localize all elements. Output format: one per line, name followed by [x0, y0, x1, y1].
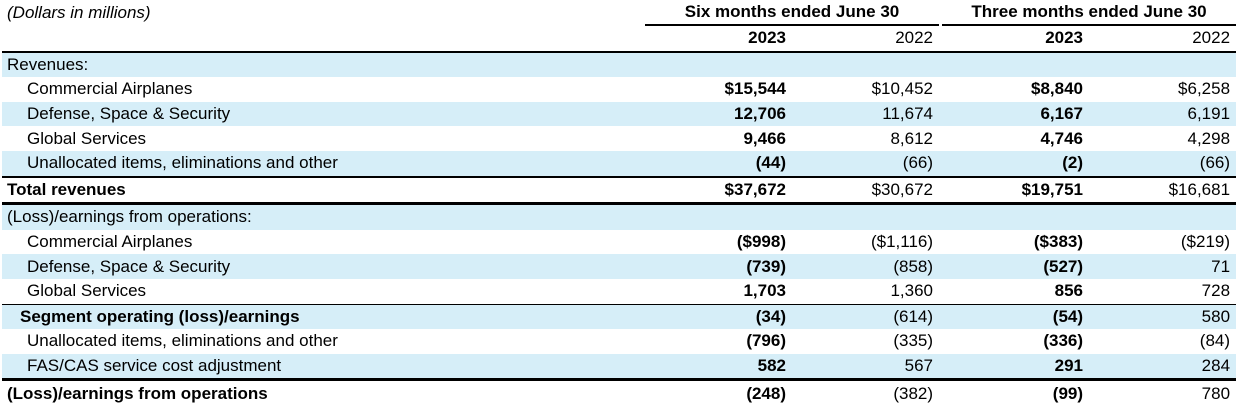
table-row: Commercial Airplanes ($998) ($1,116) ($3… — [2, 230, 1236, 255]
table-row: Unallocated items, eliminations and othe… — [2, 329, 1236, 354]
row-label: Unallocated items, eliminations and othe… — [2, 150, 645, 177]
cell-value: 1,703 — [743, 281, 786, 301]
cell-value: $30,672 — [792, 175, 940, 206]
cell-value: $16,681 — [1089, 175, 1236, 206]
cell-value: (614) — [792, 303, 940, 330]
cell-value: (44) — [645, 150, 792, 177]
cell-value: 291 — [942, 353, 1090, 382]
units-label: (Dollars in millions) — [7, 2, 151, 22]
year-header: 2023 — [942, 25, 1090, 53]
section-revenues: Revenues: — [2, 50, 1236, 78]
header-row-years: 2023 2022 2023 2022 — [2, 25, 1236, 53]
cell-value: (796) — [746, 331, 786, 351]
table-row: Defense, Space & Security (739) (858) (5… — [2, 254, 1236, 279]
cell-value: 6,191 — [1089, 101, 1236, 127]
cell-value: 780 — [1201, 383, 1231, 403]
cell-value: (99) — [1052, 383, 1084, 403]
cell-value: (84) — [1199, 331, 1231, 351]
row-label: Defense, Space & Security — [2, 254, 645, 279]
row-label: Defense, Space & Security — [2, 101, 645, 127]
cell-value: ($219) — [1180, 232, 1231, 252]
section-label: Revenues: — [2, 50, 645, 78]
cell-value: 9,466 — [743, 128, 786, 148]
cell-value: $19,751 — [942, 175, 1090, 206]
cell-value: 12,706 — [645, 101, 792, 127]
row-label: Global Services — [27, 128, 147, 148]
cell-value: $37,672 — [645, 175, 792, 206]
header-row-groups: (Dollars in millions) Six months ended J… — [2, 0, 1236, 26]
cell-value: 6,167 — [942, 101, 1090, 127]
three-months-header: Three months ended June 30 — [942, 0, 1236, 26]
cell-value: ($998) — [736, 232, 786, 252]
table-row: Global Services 1,703 1,360 856 728 — [2, 279, 1236, 304]
cell-value: $6,258 — [1178, 79, 1231, 99]
cell-value: (336) — [1043, 331, 1084, 351]
table-row: Global Services 9,466 8,612 4,746 4,298 — [2, 126, 1236, 151]
section-label: (Loss)/earnings from operations: — [2, 203, 645, 230]
cell-value: 284 — [1089, 353, 1236, 382]
cell-value: (248) — [746, 383, 786, 403]
cell-value: 1,360 — [890, 281, 934, 301]
cell-value: (382) — [893, 383, 934, 403]
row-label: Unallocated items, eliminations and othe… — [27, 331, 338, 351]
row-label: Commercial Airplanes — [27, 79, 193, 99]
cell-value: $10,452 — [871, 79, 934, 99]
cell-value: (739) — [645, 254, 792, 279]
year-header: 2022 — [1089, 25, 1236, 53]
cell-value: ($383) — [1033, 232, 1084, 252]
row-label: Commercial Airplanes — [27, 232, 193, 252]
cell-value: 8,612 — [890, 128, 934, 148]
cell-value: (34) — [645, 303, 792, 330]
cell-value: (54) — [942, 303, 1090, 330]
table-row: Commercial Airplanes $15,544 $10,452 $8,… — [2, 77, 1236, 102]
cell-value: 582 — [645, 353, 792, 382]
cell-value: (66) — [1089, 150, 1236, 177]
row-label: (Loss)/earnings from operations — [7, 383, 268, 403]
row-label: Global Services — [27, 281, 147, 301]
cell-value: 4,746 — [1040, 128, 1084, 148]
cell-value: (858) — [792, 254, 940, 279]
cell-value: $8,840 — [1031, 79, 1084, 99]
table-row: Defense, Space & Security 12,706 11,674 … — [2, 101, 1236, 127]
section-earnings: (Loss)/earnings from operations: — [2, 203, 1236, 230]
table-row: FAS/CAS service cost adjustment 582 567 … — [2, 353, 1236, 382]
cell-value: 728 — [1201, 281, 1231, 301]
cell-value: ($1,116) — [870, 232, 934, 252]
cell-value: 11,674 — [792, 101, 940, 127]
cell-value: 4,298 — [1187, 128, 1231, 148]
cell-value: 580 — [1089, 303, 1236, 330]
total-row: Total revenues $37,672 $30,672 $19,751 $… — [2, 175, 1236, 206]
cell-value: (527) — [942, 254, 1090, 279]
table-row: Unallocated items, eliminations and othe… — [2, 150, 1236, 177]
cell-value: 71 — [1089, 254, 1236, 279]
year-header: 2023 — [645, 25, 792, 53]
cell-value: 567 — [792, 353, 940, 382]
year-header: 2022 — [792, 25, 940, 53]
segment-row: Segment operating (loss)/earnings (34) (… — [2, 303, 1236, 330]
cell-value: (2) — [942, 150, 1090, 177]
cell-value: (335) — [893, 331, 934, 351]
row-label: FAS/CAS service cost adjustment — [2, 353, 645, 382]
six-months-header: Six months ended June 30 — [645, 0, 940, 26]
cell-value: 856 — [1054, 281, 1084, 301]
total-row: (Loss)/earnings from operations (248) (3… — [2, 380, 1236, 406]
row-label: Segment operating (loss)/earnings — [2, 303, 645, 330]
row-label: Total revenues — [2, 175, 645, 206]
cell-value: (66) — [792, 150, 940, 177]
cell-value: $15,544 — [724, 79, 786, 99]
